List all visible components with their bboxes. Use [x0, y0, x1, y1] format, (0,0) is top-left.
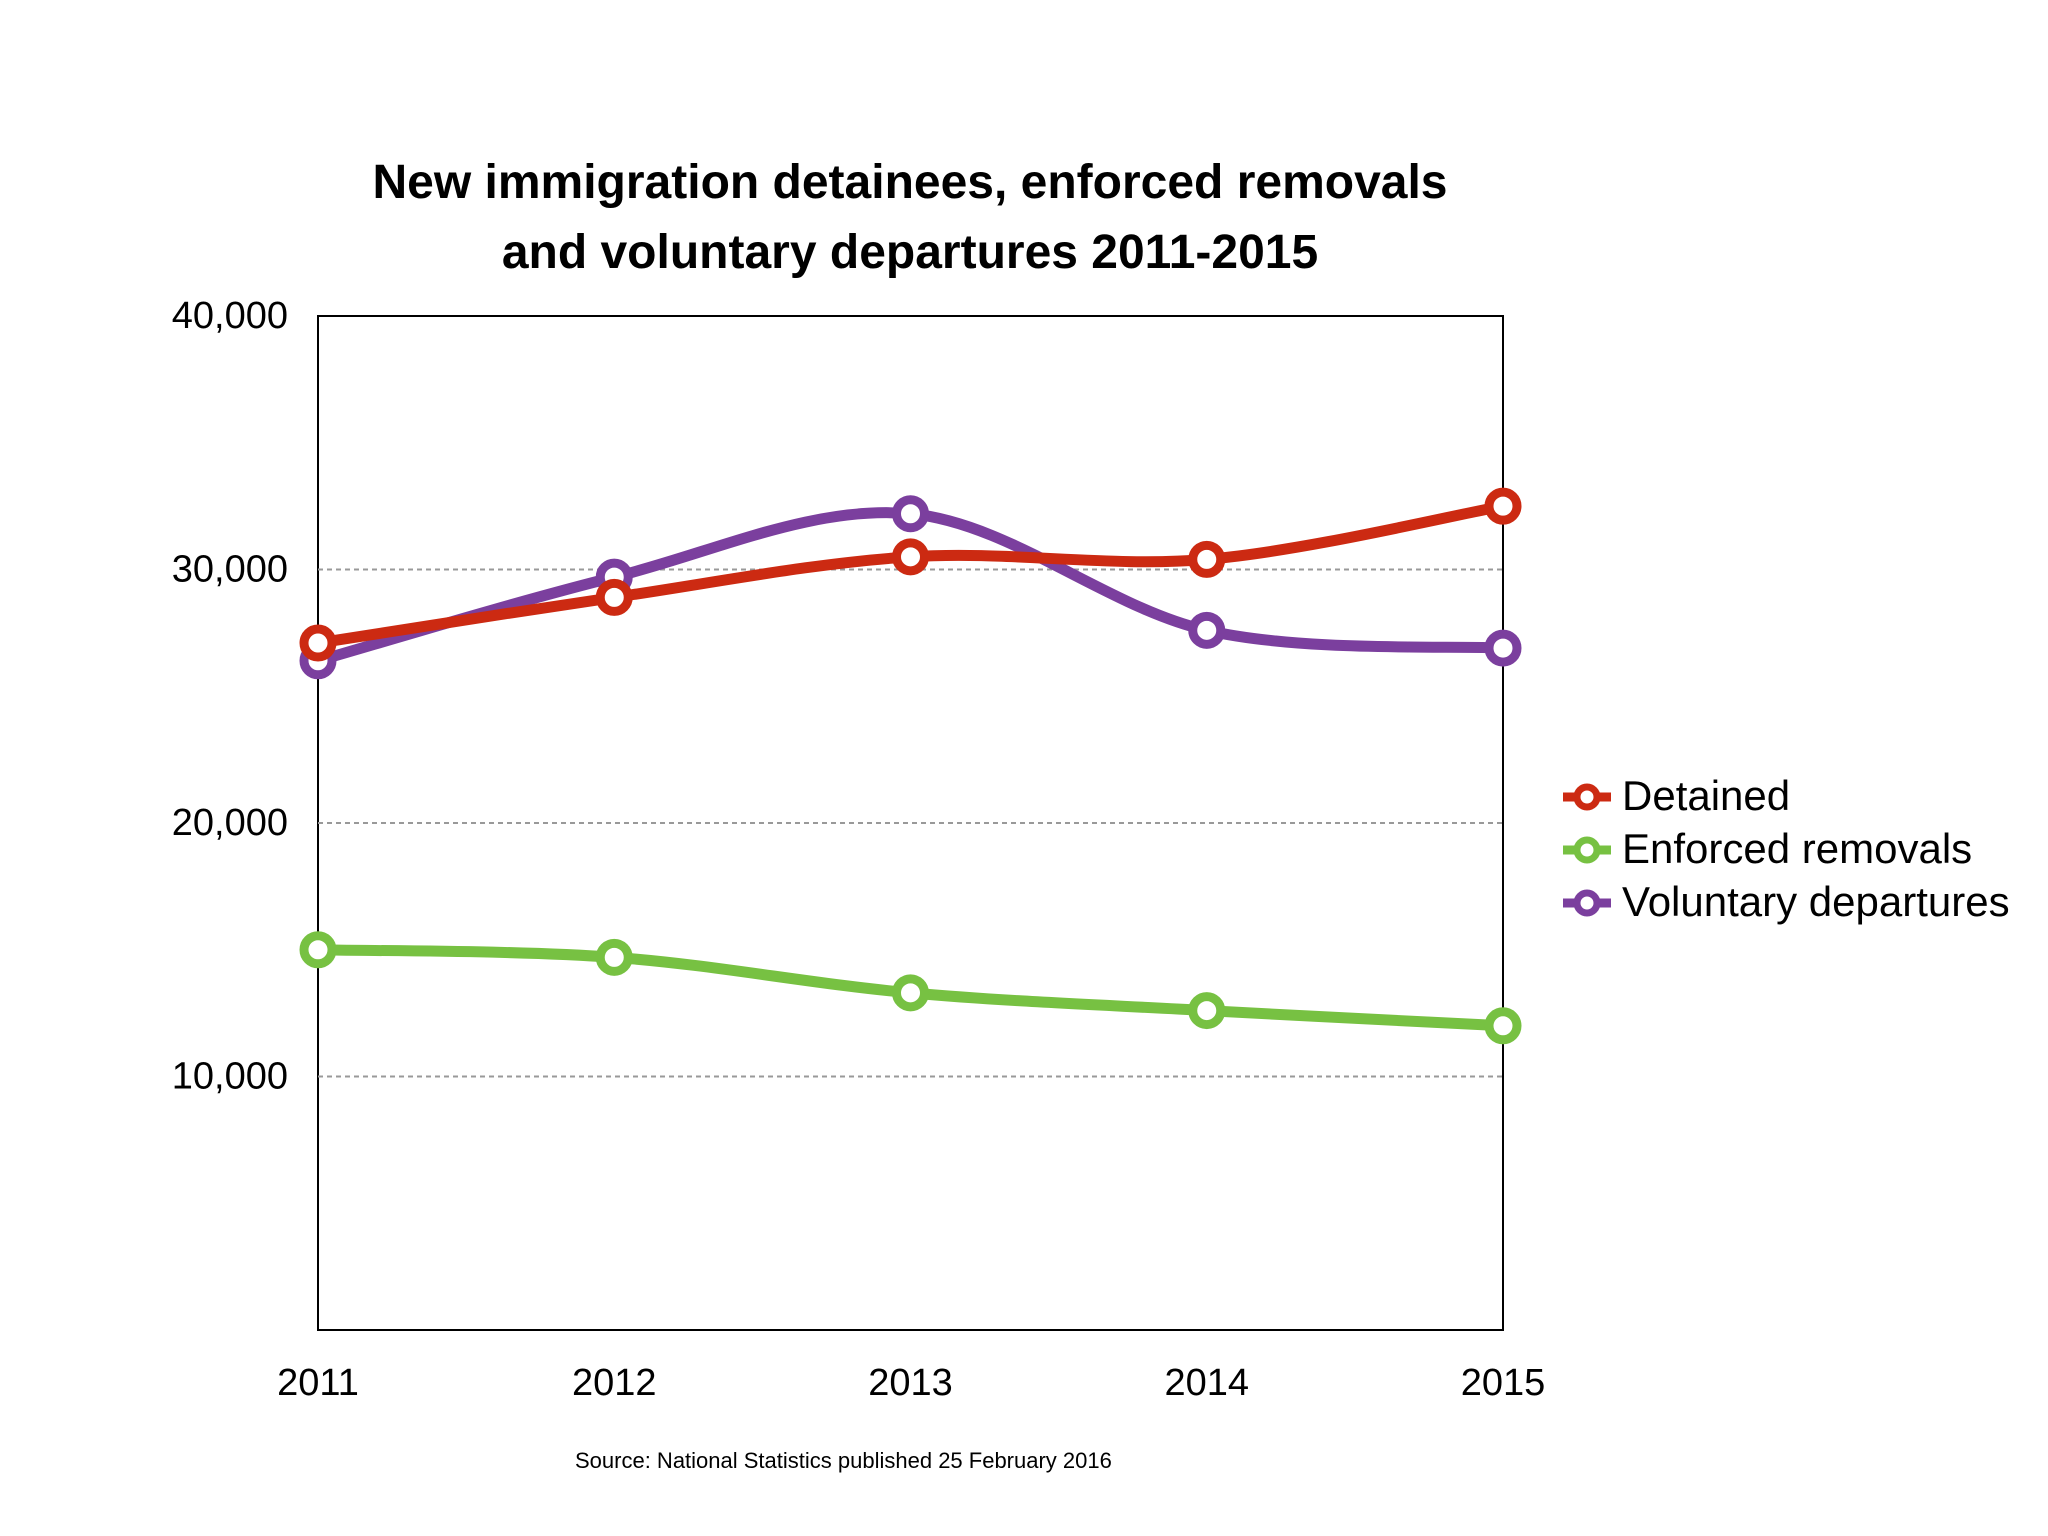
data-point-detained	[299, 624, 337, 662]
legend-label-voluntary-departures: Voluntary departures	[1622, 878, 2010, 925]
x-tick-label: 2013	[868, 1362, 953, 1404]
data-point-enforced-removals	[1188, 992, 1226, 1030]
legend-label-detained: Detained	[1622, 772, 1791, 819]
data-point-detained	[1188, 540, 1226, 578]
chart-title-line-1: New immigration detainees, enforced remo…	[372, 156, 1448, 209]
data-point-enforced-removals	[892, 974, 929, 1012]
data-point-enforced-removals	[299, 931, 337, 969]
data-point-voluntary-departures	[892, 495, 929, 533]
x-tick-label: 2012	[572, 1362, 657, 1404]
data-point-detained	[1484, 487, 1522, 525]
y-tick-label: 20,000	[172, 802, 288, 844]
legend-label-enforced-removals: Enforced removals	[1622, 825, 1973, 872]
legend-marker-enforced-removals	[1563, 836, 1611, 864]
x-tick-label: 2015	[1461, 1362, 1546, 1404]
y-tick-label: 10,000	[172, 1056, 288, 1098]
chart-title-line-2: and voluntary departures 2011-2015	[501, 226, 1319, 279]
x-tick-label: 2014	[1164, 1362, 1249, 1404]
series-line-voluntary-departures	[312, 507, 1509, 667]
y-tick-label: 30,000	[172, 549, 288, 591]
data-point-enforced-removals	[595, 938, 633, 976]
data-point-voluntary-departures	[1484, 629, 1522, 667]
y-tick-label: 40,000	[172, 295, 288, 337]
legend-marker-detained	[1563, 783, 1611, 811]
chart-title: New immigration detainees, enforced remo…	[0, 148, 1820, 288]
data-point-enforced-removals	[1484, 1007, 1522, 1045]
data-point-detained	[595, 578, 633, 616]
legend-marker-voluntary-departures	[1563, 889, 1611, 917]
data-point-detained	[892, 538, 929, 576]
plot-area-frame	[317, 315, 1504, 1331]
x-tick-label: 2011	[277, 1362, 359, 1404]
data-point-voluntary-departures	[1188, 611, 1226, 649]
source-note: Source: National Statistics published 25…	[575, 1448, 1112, 1473]
